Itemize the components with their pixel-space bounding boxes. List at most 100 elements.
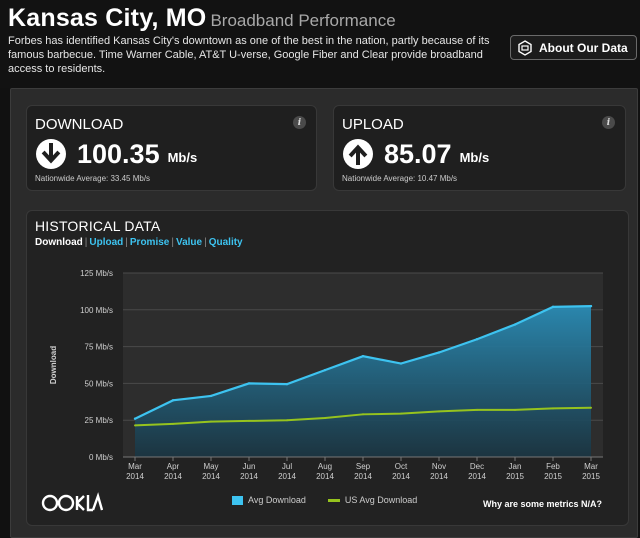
- x-tick-year: 2015: [544, 472, 562, 481]
- historical-data-card: 0 Mb/s 25 Mb/s 50 Mb/s 75 Mb/s 100 Mb/s 125 M…: [26, 210, 629, 526]
- tab-value[interactable]: Value: [175, 237, 203, 248]
- legend-line-swatch: [327, 498, 340, 502]
- city-description: Forbes has identified Kansas City's down…: [8, 35, 490, 75]
- avg-download-area: [135, 306, 591, 457]
- tab-quality[interactable]: Quality: [208, 237, 243, 248]
- x-tick-year: 2014: [468, 472, 486, 481]
- legend-label: US Avg Download: [344, 495, 418, 505]
- info-icon[interactable]: i: [602, 116, 615, 129]
- upload-speed-value: 85.07: [384, 138, 452, 169]
- us-avg-download-point: [172, 422, 174, 425]
- about-button-label: About Our Data: [539, 40, 628, 55]
- avg-download-point: [133, 417, 137, 420]
- metrics-na-link[interactable]: Why are some metrics N/A?: [483, 499, 603, 509]
- data-sheet-icon: [518, 39, 532, 56]
- avg-download-point: [323, 368, 327, 372]
- upload-nationwide-average: Nationwide Average: 10.47 Mb/s: [342, 174, 458, 183]
- us-avg-download-point: [476, 408, 478, 411]
- y-tick-label: 125 Mb/s: [80, 269, 113, 278]
- tab-upload[interactable]: Upload: [89, 237, 124, 248]
- download-nationwide-average: Nationwide Average: 33.45 Mb/s: [35, 174, 151, 183]
- avg-download-point: [589, 304, 593, 308]
- download-card: DOWNLOAD i 100.35 Mb/s Nationwide Averag…: [26, 105, 317, 191]
- us-avg-download-point: [286, 419, 288, 422]
- x-tick-year: 2014: [278, 472, 296, 481]
- x-tick-year: 2014: [354, 472, 372, 481]
- x-tick-label: Nov: [432, 462, 446, 471]
- page-subtitle: Broadband Performance: [210, 11, 396, 30]
- x-tick-label: Apr: [167, 462, 180, 471]
- us-avg-download-point: [248, 419, 250, 422]
- us-avg-download-point: [400, 412, 402, 415]
- download-speed-row: 100.35 Mb/s: [35, 138, 197, 170]
- us-avg-download-point: [438, 410, 440, 413]
- x-tick-year: 2014: [392, 472, 410, 481]
- metric-tabs: Download | Upload | Promise | Value | Quality: [35, 237, 243, 248]
- download-label: DOWNLOAD: [35, 116, 124, 133]
- x-tick-label: Jul: [282, 462, 292, 471]
- about-our-data-button[interactable]: About Our Data: [510, 35, 637, 60]
- x-tick-label: Sep: [356, 462, 371, 471]
- x-tick-year: 2014: [202, 472, 220, 481]
- avg-download-point: [171, 399, 175, 402]
- us-avg-download-point: [324, 416, 326, 419]
- avg-download-point: [513, 323, 517, 326]
- tab-promise[interactable]: Promise: [129, 237, 170, 248]
- legend-us-avg-download: US Avg Download: [327, 495, 418, 505]
- avg-download-point: [437, 351, 441, 354]
- avg-download-point: [361, 354, 365, 358]
- x-tick-label: Mar: [584, 462, 598, 471]
- x-tick-year: 2014: [430, 472, 448, 481]
- us-avg-download-point: [552, 407, 554, 410]
- historical-title: HISTORICAL DATA: [35, 218, 161, 234]
- x-tick-year: 2014: [240, 472, 258, 481]
- chart-legend: Avg Download US Avg Download: [232, 495, 439, 505]
- arrow-up-icon: [343, 139, 373, 169]
- upload-label: UPLOAD: [342, 116, 404, 133]
- x-tick-label: Dec: [470, 462, 484, 471]
- x-tick-label: Feb: [546, 462, 560, 471]
- x-tick-year: 2014: [316, 472, 334, 481]
- historical-chart: 0 Mb/s 25 Mb/s 50 Mb/s 75 Mb/s 100 Mb/s 125 M…: [49, 269, 603, 481]
- avg-download-point: [209, 394, 213, 398]
- x-tick-year: 2014: [126, 472, 144, 481]
- upload-speed-row: 85.07 Mb/s: [342, 138, 489, 170]
- avg-download-point: [551, 305, 555, 309]
- title-block: Kansas City, MO Broadband Performance: [8, 4, 396, 33]
- y-tick-label: 25 Mb/s: [85, 416, 113, 425]
- us-avg-download-point: [134, 424, 136, 427]
- us-avg-download-point: [210, 420, 212, 423]
- ookla-logo: [41, 492, 103, 512]
- legend-avg-download: Avg Download: [232, 495, 306, 505]
- x-tick-label: Aug: [318, 462, 332, 471]
- arrow-down-icon: [36, 139, 66, 169]
- y-tick-label: 0 Mb/s: [89, 453, 113, 462]
- x-tick-year: 2014: [164, 472, 182, 481]
- avg-download-point: [399, 362, 403, 365]
- x-tick-label: Oct: [395, 462, 408, 471]
- x-tick-label: Jan: [509, 462, 522, 471]
- legend-area-swatch: [232, 495, 243, 505]
- us-avg-download-point: [514, 408, 516, 411]
- download-speed-value: 100.35: [77, 138, 160, 169]
- y-tick-label: 50 Mb/s: [85, 379, 113, 388]
- city-title: Kansas City, MO: [8, 4, 207, 32]
- y-tick-label: 100 Mb/s: [80, 306, 113, 315]
- y-tick-label: 75 Mb/s: [85, 343, 113, 352]
- tab-download[interactable]: Download: [35, 237, 83, 248]
- upload-speed-unit: Mb/s: [459, 149, 490, 165]
- x-tick-year: 2015: [506, 472, 524, 481]
- legend-label: Avg Download: [248, 495, 306, 505]
- upload-card: UPLOAD i 85.07 Mb/s Nationwide Average: …: [333, 105, 626, 191]
- avg-download-point: [475, 338, 479, 341]
- download-speed-unit: Mb/s: [167, 149, 198, 165]
- info-icon[interactable]: i: [293, 116, 306, 129]
- us-avg-download-point: [362, 413, 364, 416]
- x-tick-label: May: [203, 462, 218, 471]
- x-tick-year: 2015: [582, 472, 600, 481]
- us-avg-download-point: [590, 406, 592, 409]
- avg-download-point: [247, 382, 251, 385]
- page-header: Kansas City, MO Broadband Performance For…: [0, 0, 640, 88]
- avg-download-point: [285, 382, 289, 386]
- x-tick-label: Jun: [243, 462, 256, 471]
